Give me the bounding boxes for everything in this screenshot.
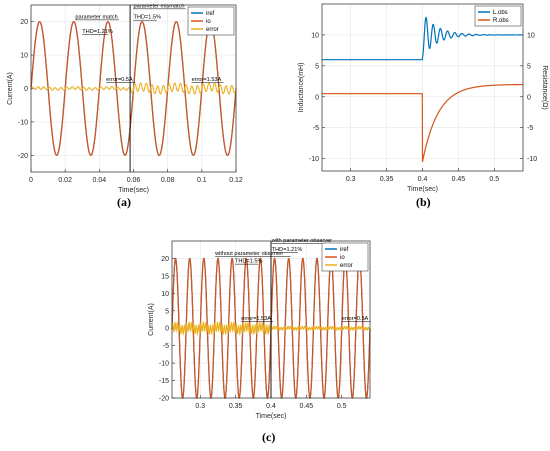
y-tick-label: -15: [159, 378, 169, 385]
legend-entry: iref: [206, 11, 215, 17]
annotation-text: THD=1.5%: [134, 15, 162, 21]
x-tick-label: 0.45: [300, 403, 314, 410]
annotation-text: THD=1.21%: [272, 247, 303, 253]
x-axis-label: Time(sec): [118, 187, 149, 194]
x-axis-label: Time(sec): [256, 413, 287, 420]
annotation-text: THD=1.5%: [235, 259, 263, 265]
y-tick-label: -10: [159, 361, 169, 368]
y-right-tick-label: 10: [527, 32, 535, 39]
y-tick-label: -20: [18, 153, 28, 160]
y-tick-label: 20: [161, 256, 169, 263]
annotation-text: error=0.5A: [342, 316, 369, 322]
x-tick-label: 0.04: [93, 177, 107, 184]
series-L-obs-line: [322, 16, 523, 61]
x-tick-label: 0.02: [58, 177, 72, 184]
annotation-text: without parameter observer: [214, 251, 283, 257]
y-axis-label: Current(A): [7, 72, 14, 105]
y-tick-label: -5: [313, 125, 319, 132]
panel-label-a: (a): [117, 195, 131, 209]
x-tick-label: 0.4: [418, 176, 428, 183]
y-tick-label: -20: [159, 396, 169, 403]
y-tick-label: 0: [315, 94, 319, 101]
y-tick-label: -10: [18, 119, 28, 126]
y-tick-label: 10: [20, 53, 28, 60]
x-tick-label: 0.3: [195, 403, 205, 410]
x-tick-label: 0: [29, 177, 33, 184]
x-tick-label: 0.35: [229, 403, 243, 410]
annotation-text: error=1.53A: [192, 77, 222, 83]
y-right-tick-label: -10: [527, 156, 537, 163]
plot-frame: [171, 240, 371, 399]
x-tick-label: 0.08: [161, 177, 175, 184]
legend-entry: io: [340, 255, 345, 261]
x-tick-label: 0.5: [489, 176, 499, 183]
x-tick-label: 0.12: [229, 177, 243, 184]
panel-label-b: (b): [416, 195, 431, 209]
plot-frame: [321, 3, 524, 172]
legend-entry: io: [206, 19, 211, 25]
annotation-text: THD=1.21%: [82, 29, 113, 35]
annotation-text: error=1.53A: [241, 316, 271, 322]
panel-label-c: (c): [262, 430, 276, 444]
legend-entry: L.obs: [493, 10, 508, 16]
x-axis-label: Time(sec): [407, 186, 438, 193]
y-tick-label: 5: [315, 63, 319, 70]
y-tick-label: -10: [309, 156, 319, 163]
y-tick-label: 0: [24, 86, 28, 93]
y-tick-label: 10: [161, 291, 169, 298]
legend-entry: R.obs: [493, 18, 509, 24]
y-tick-label: 10: [311, 32, 319, 39]
x-tick-label: 0.06: [127, 177, 141, 184]
y-right-tick-label: 0: [527, 94, 531, 101]
series-error-line: [30, 82, 237, 95]
y-right-axis-label: Resistance(Ω): [541, 65, 548, 110]
legend-entry: error: [340, 263, 353, 269]
y-tick-label: 0: [165, 326, 169, 333]
legend-box: [474, 5, 522, 27]
y-tick-label: 5: [165, 308, 169, 315]
series-R-obs-line: [322, 83, 523, 162]
x-tick-label: 0.5: [337, 403, 347, 410]
x-tick-label: 0.1: [197, 177, 207, 184]
y-axis-label: Current(A): [148, 303, 155, 336]
plot-frame: [30, 4, 237, 173]
x-tick-label: 0.35: [380, 176, 394, 183]
y-tick-label: 15: [161, 273, 169, 280]
annotation-text: parameter mismatch: [134, 3, 185, 9]
x-tick-label: 0.45: [452, 176, 466, 183]
x-tick-label: 0.4: [266, 403, 276, 410]
y-right-tick-label: -5: [527, 125, 533, 132]
y-axis-label: Inductance(mH): [298, 63, 305, 113]
y-right-tick-label: 5: [527, 63, 531, 70]
x-tick-label: 0.3: [346, 176, 356, 183]
y-tick-label: 20: [20, 19, 28, 26]
y-tick-label: -5: [163, 343, 169, 350]
annotation-text: parameter match: [75, 14, 117, 20]
annotation-text: error=0.5A: [106, 77, 133, 83]
legend-entry: iref: [340, 247, 349, 253]
legend-entry: error: [206, 27, 219, 33]
